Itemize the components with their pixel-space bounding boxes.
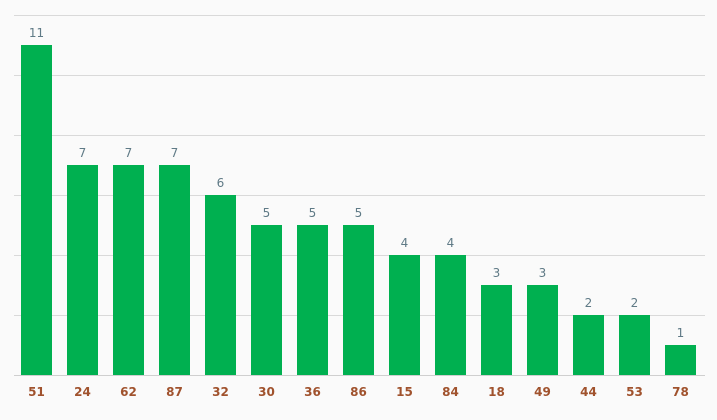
category-label-18: 18: [488, 385, 505, 399]
bar-24[interactable]: [67, 165, 98, 375]
bar-18[interactable]: [481, 285, 512, 375]
value-label-87: 7: [171, 146, 179, 160]
category-label-36: 36: [304, 385, 321, 399]
value-label-18: 3: [493, 266, 501, 280]
value-label-51: 11: [29, 26, 44, 40]
category-label-44: 44: [580, 385, 597, 399]
bar-15[interactable]: [389, 255, 420, 375]
bar-78[interactable]: [665, 345, 696, 375]
category-label-15: 15: [396, 385, 413, 399]
category-label-87: 87: [166, 385, 183, 399]
bar-30[interactable]: [251, 225, 282, 375]
value-label-86: 5: [355, 206, 363, 220]
bars: [21, 45, 696, 375]
category-labels: 51 24 62 87 32 30 36 86 15 84 18 49 44 53 78: [28, 385, 689, 399]
bar-86[interactable]: [343, 225, 374, 375]
value-label-49: 3: [539, 266, 547, 280]
value-label-44: 2: [585, 296, 593, 310]
bar-84[interactable]: [435, 255, 466, 375]
bar-44[interactable]: [573, 315, 604, 375]
value-label-32: 6: [217, 176, 225, 190]
category-label-32: 32: [212, 385, 229, 399]
bar-51[interactable]: [21, 45, 52, 375]
bar-53[interactable]: [619, 315, 650, 375]
bar-36[interactable]: [297, 225, 328, 375]
category-label-49: 49: [534, 385, 551, 399]
bar-62[interactable]: [113, 165, 144, 375]
category-label-24: 24: [74, 385, 91, 399]
category-label-84: 84: [442, 385, 459, 399]
value-label-15: 4: [401, 236, 409, 250]
value-label-53: 2: [631, 296, 639, 310]
bar-87[interactable]: [159, 165, 190, 375]
value-label-78: 1: [677, 326, 685, 340]
category-label-53: 53: [626, 385, 643, 399]
value-label-30: 5: [263, 206, 271, 220]
category-label-62: 62: [120, 385, 137, 399]
value-label-84: 4: [447, 236, 455, 250]
bar-32[interactable]: [205, 195, 236, 375]
value-label-36: 5: [309, 206, 317, 220]
value-label-62: 7: [125, 146, 133, 160]
bar-49[interactable]: [527, 285, 558, 375]
value-labels: 11 7 7 7 6 5 5 5 4 4 3 3 2 2 1: [29, 26, 684, 340]
category-label-78: 78: [672, 385, 689, 399]
category-label-51: 51: [28, 385, 45, 399]
category-label-30: 30: [258, 385, 275, 399]
category-label-86: 86: [350, 385, 367, 399]
value-label-24: 7: [79, 146, 87, 160]
